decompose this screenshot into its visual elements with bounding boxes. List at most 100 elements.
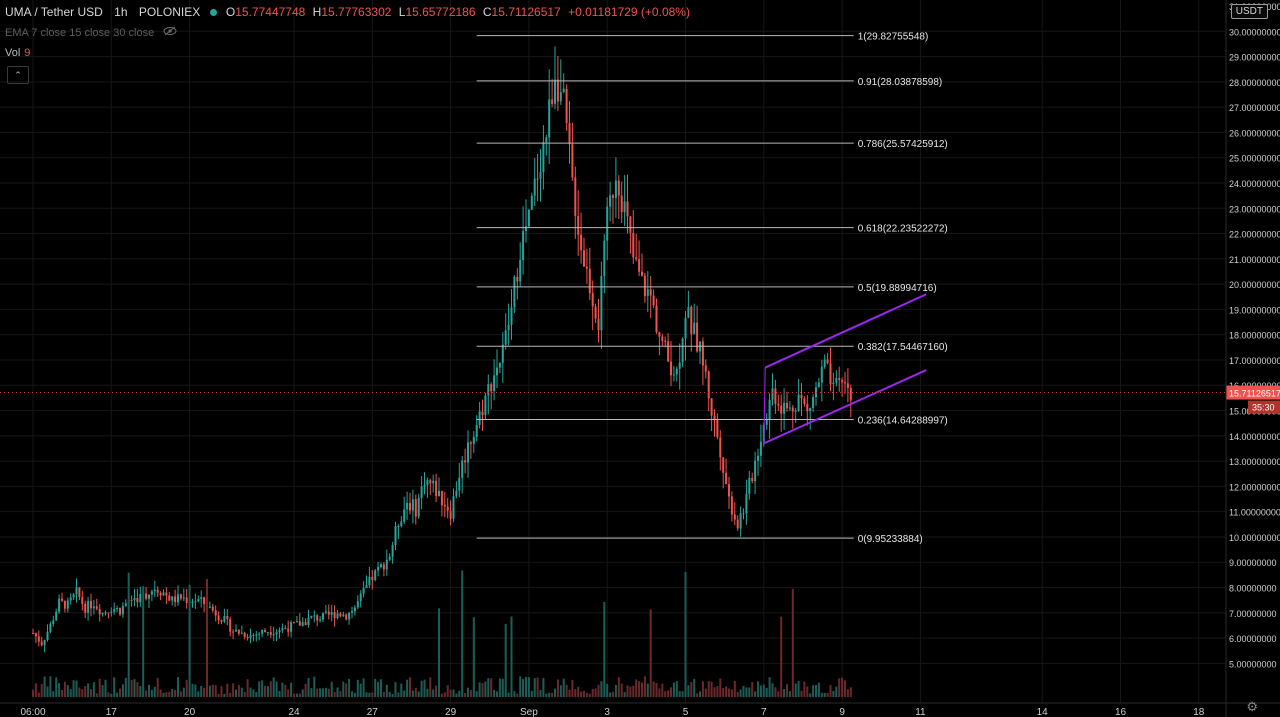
volume-bar [191,683,194,697]
candle-body [438,490,440,497]
volume-bar [58,683,61,697]
candle-body [469,442,472,444]
candle-body [388,556,391,560]
volume-bar [835,686,838,697]
volume-bar [594,688,597,697]
volume-bar [78,687,81,697]
volume-bar [206,578,208,697]
volume-bar [203,687,206,697]
volume-bar [162,692,165,697]
volume-bar [832,691,835,697]
candle-body [351,611,353,613]
time-tick-label: 7 [761,707,767,717]
trend-channel-upper[interactable] [764,293,927,369]
volume-bar [435,685,438,697]
volume-bar [417,691,420,697]
volume-bar [748,687,751,697]
candle-body [304,622,307,626]
volume-bar [577,686,580,697]
price-tick-label: 6.00000000 [1229,634,1277,644]
volume-bar [519,676,522,697]
collapse-legend-button[interactable]: ⌃ [7,66,29,84]
candle-body [200,597,203,599]
volume-bar [440,693,443,697]
volume-bar [145,690,148,697]
candle-body [423,485,426,487]
trend-channel-lower[interactable] [763,369,927,445]
volume-bar [310,688,313,697]
candle-body [336,613,339,619]
candle-body [745,493,748,514]
volume-bar [165,692,168,697]
volume-bar [107,692,110,697]
candle-body [348,612,351,620]
volume-bar [307,678,310,697]
volume-bar [696,693,699,697]
candle-body [519,259,522,282]
time-axis[interactable] [0,703,1280,717]
volume-bar [382,691,385,697]
price-tick-label: 17.00000000 [1229,356,1280,366]
candle-body [150,591,153,595]
candle-body [237,629,240,634]
candle-body [252,635,255,637]
volume-bar [452,689,455,697]
volume-bar [498,678,501,697]
candle-body [710,398,713,416]
candle-body [165,592,168,596]
volume-bar [580,691,583,697]
candle-body [559,92,562,102]
candle-body [751,478,754,482]
volume-bar [693,678,696,697]
time-tick-label: 17 [106,707,118,717]
price-tick-label: 9.00000000 [1229,558,1277,568]
last-price-badge-label: 15.71126517 [1229,389,1280,399]
candle-body [548,99,551,138]
candle-body [530,195,533,210]
candle-body [266,632,269,634]
volume-bar [838,678,841,697]
currency-unit-button[interactable]: USDT [1230,4,1268,19]
symbol-name[interactable]: UMA / Tether USD [5,5,103,19]
candle-body [69,597,72,601]
hidden-eye-icon[interactable] [163,26,177,39]
interval-label[interactable]: 1h [114,5,128,19]
volume-bar [423,679,426,697]
candle-body [66,600,69,609]
volume-bar [356,679,359,697]
candle-body [330,612,333,615]
volume-bar [458,690,461,697]
candle-body [345,614,348,620]
volume-bar [629,686,632,697]
candle-body [307,617,310,626]
price-axis[interactable] [1226,0,1280,703]
volume-bar [174,689,177,697]
volume-bar [603,601,606,697]
volume-bar [507,692,510,697]
volume-bar [638,681,641,697]
volume-bar [34,683,37,697]
candle-body [812,397,815,408]
price-tick-label: 21.00000000 [1229,255,1280,265]
volume-bar [478,682,481,697]
gear-icon[interactable]: ⚙ [1246,699,1258,714]
volume-bar [565,684,568,697]
candle-body [556,79,559,102]
volume-legend[interactable]: Vol 9 [5,47,30,59]
volume-bar [606,683,609,697]
countdown-badge [1248,400,1280,414]
candle-body [617,180,620,196]
volume-bar [92,682,95,697]
volume-bar [690,682,693,697]
volume-bar [391,693,394,697]
price-tick-label: 26.00000000 [1229,128,1280,138]
ema-indicator-legend[interactable]: EMA 7 close 15 close 30 close [5,26,177,39]
candle-body [168,595,171,601]
volume-bar [359,683,362,697]
trend-channel-edge [763,367,766,444]
candle-body [791,407,794,412]
volume-bar [322,688,324,697]
volume-bar [87,683,90,697]
volume-bar [646,683,649,697]
